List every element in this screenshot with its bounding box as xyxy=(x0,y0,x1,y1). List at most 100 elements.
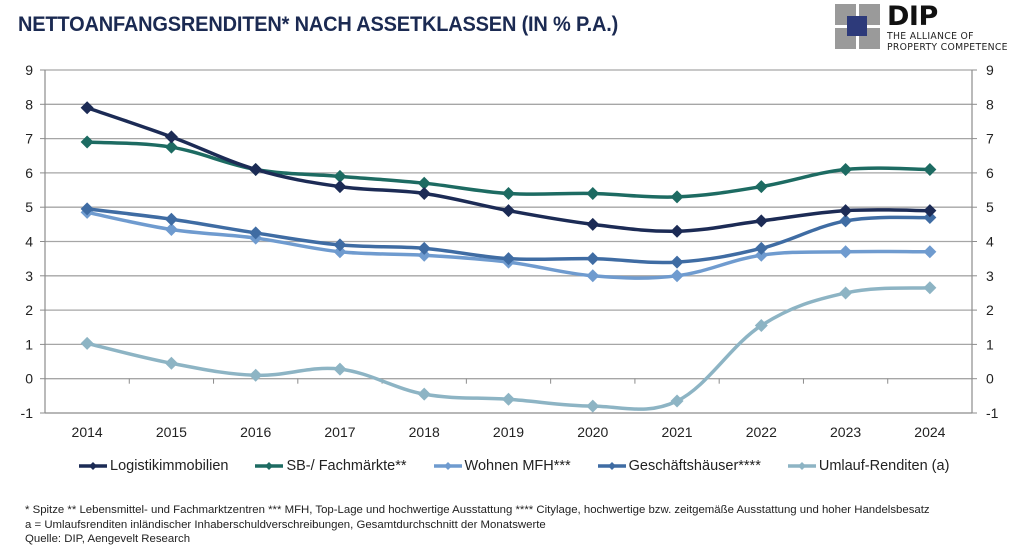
y-axis-left-ticks: 9 8 7 6 5 4 3 2 1 0 -1 xyxy=(21,62,45,421)
data-point-marker xyxy=(839,245,853,259)
data-point-marker xyxy=(502,392,515,406)
series-gesch-ftsh-user xyxy=(80,202,937,269)
data-point-marker xyxy=(164,356,178,370)
data-point-marker xyxy=(249,368,263,382)
y-tick-label-right: 7 xyxy=(986,131,994,147)
series-umlauf-renditen-a xyxy=(80,281,937,413)
data-point-marker xyxy=(586,217,600,231)
y-tick-label-left: 8 xyxy=(25,96,33,112)
legend-label: Umlauf-Renditen (a) xyxy=(818,458,950,474)
data-point-marker xyxy=(80,336,94,350)
legend-item: SB-/ Fachmärkte** xyxy=(254,458,407,474)
y-tick-label-right: 5 xyxy=(986,199,994,215)
x-tick-label: 2016 xyxy=(240,424,271,440)
logo-center-square xyxy=(847,16,867,36)
logo-squares-icon xyxy=(835,4,881,50)
series-sb-fachm-rkte xyxy=(80,135,937,204)
legend-label: Geschäftshäuser**** xyxy=(628,458,761,474)
data-point-marker xyxy=(754,248,768,262)
legend-item: Geschäftshäuser**** xyxy=(597,458,761,474)
data-point-marker xyxy=(754,214,768,228)
legend: Logistikimmobilien SB-/ Fachmärkte** Wohne… xyxy=(78,458,975,474)
y-tick-label-left: 4 xyxy=(25,234,33,250)
data-point-marker xyxy=(333,169,347,183)
y-tick-label-left: 3 xyxy=(25,268,33,284)
data-point-marker xyxy=(754,241,768,255)
y-tick-label-right: 1 xyxy=(986,336,994,352)
data-point-marker xyxy=(754,319,768,333)
x-tick-label: 2020 xyxy=(577,424,608,440)
legend-swatch-icon xyxy=(597,462,626,470)
logo-wordmark: DIP xyxy=(887,1,938,32)
legend-label: Logistikimmobilien xyxy=(110,458,229,474)
data-point-marker xyxy=(249,226,263,240)
data-point-marker xyxy=(333,245,347,259)
logo-tagline-line1: THE ALLIANCE OF xyxy=(887,31,974,42)
y-tick-label-left: 1 xyxy=(25,336,33,352)
legend-swatch-icon xyxy=(433,462,462,470)
y-tick-label-left: -1 xyxy=(21,405,34,421)
x-tick-label: 2019 xyxy=(493,424,524,440)
y-tick-label-right: 8 xyxy=(986,96,994,112)
data-point-marker xyxy=(417,176,431,190)
series-line xyxy=(85,286,932,411)
data-point-marker xyxy=(164,212,178,226)
gridlines xyxy=(45,69,972,380)
y-tick-label-right: -1 xyxy=(986,405,999,421)
x-tick-label: 2023 xyxy=(830,424,861,440)
data-point-marker xyxy=(586,186,600,200)
x-tick-label: 2021 xyxy=(661,424,692,440)
chart-title: NETTOANFANGSRENDITEN* NACH ASSETKLASSEN … xyxy=(18,12,619,36)
data-point-marker xyxy=(754,180,768,194)
series-lines xyxy=(80,101,937,413)
y-tick-label-right: 4 xyxy=(986,234,994,250)
y-tick-label-right: 6 xyxy=(986,165,994,181)
y-tick-label-left: 7 xyxy=(25,131,33,147)
data-point-marker xyxy=(586,399,600,413)
legend-swatch-icon xyxy=(255,462,284,470)
y-tick-label-right: 3 xyxy=(986,268,994,284)
y-tick-label-right: 2 xyxy=(986,302,994,318)
data-point-marker xyxy=(670,394,684,408)
y-tick-label-left: 6 xyxy=(25,165,33,181)
data-point-marker xyxy=(502,252,515,266)
data-point-marker xyxy=(670,269,684,283)
dip-logo: DIP THE ALLIANCE OF PROPERTY COMPETENCE xyxy=(835,1,1024,53)
footnote-line1: * Spitze ** Lebensmittel- und Fachmarktz… xyxy=(25,504,930,516)
legend-label: Wohnen MFH*** xyxy=(464,458,571,474)
data-point-marker xyxy=(417,387,431,401)
x-tick-label: 2024 xyxy=(914,424,945,440)
data-point-marker xyxy=(333,362,347,376)
y-tick-label-right: 9 xyxy=(986,62,994,78)
x-tick-label: 2022 xyxy=(746,424,777,440)
footnote-line2: a = Umlaufsrenditen inländischer Inhaber… xyxy=(25,518,546,531)
data-point-marker xyxy=(80,101,94,115)
data-point-marker xyxy=(417,186,431,200)
y-tick-label-left: 5 xyxy=(25,199,33,215)
data-point-marker xyxy=(670,190,684,204)
legend-swatch-icon xyxy=(79,462,107,470)
legend-label: SB-/ Fachmärkte** xyxy=(286,458,407,474)
data-point-marker xyxy=(502,186,515,200)
data-point-marker xyxy=(839,286,853,300)
legend-item: Logistikimmobilien xyxy=(78,458,228,474)
data-point-marker xyxy=(249,162,263,176)
data-point-marker xyxy=(502,204,515,218)
x-tick-label: 2017 xyxy=(324,424,355,440)
data-point-marker xyxy=(670,255,684,269)
data-point-marker xyxy=(417,241,431,255)
data-point-marker xyxy=(839,162,853,176)
series-wohnen-mfh xyxy=(80,205,937,283)
data-point-marker xyxy=(80,135,94,149)
data-point-marker xyxy=(586,252,600,266)
data-point-marker xyxy=(670,224,684,238)
legend-item: Wohnen MFH*** xyxy=(433,458,571,474)
series-logistikimmobilien xyxy=(80,101,937,238)
data-point-marker xyxy=(333,238,347,252)
data-point-marker xyxy=(164,130,178,144)
legend-item: Umlauf-Renditen (a) xyxy=(787,458,950,474)
data-point-marker xyxy=(839,214,853,228)
data-point-marker xyxy=(923,210,937,224)
x-tick-label: 2015 xyxy=(156,424,187,440)
